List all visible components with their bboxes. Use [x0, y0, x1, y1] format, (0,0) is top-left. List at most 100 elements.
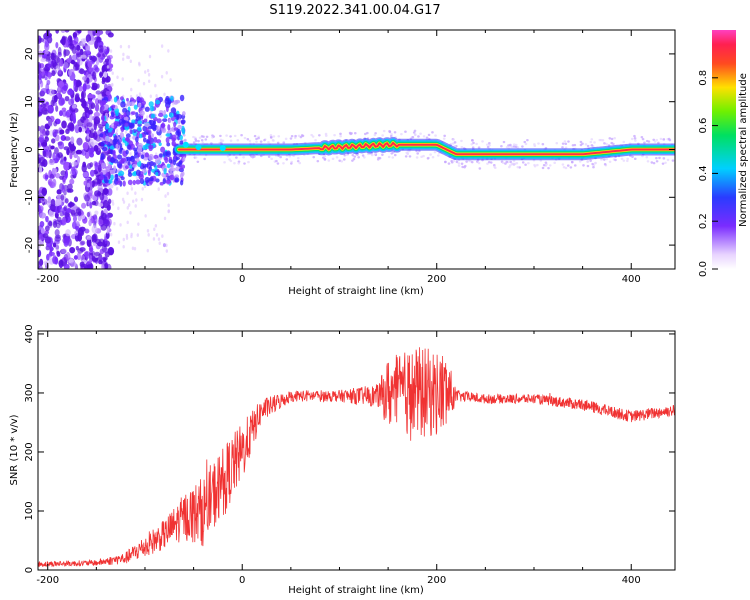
spectrogram-cell — [63, 263, 70, 269]
spectrogram-cell — [586, 144, 590, 148]
spectrogram-cell — [94, 105, 99, 112]
spectrogram-cell — [45, 215, 49, 223]
spectrogram-cell — [47, 196, 52, 204]
spectrogram-cell — [408, 155, 412, 158]
spectrogram-cell — [163, 216, 167, 221]
spectrogram-cell — [478, 167, 482, 170]
spectrogram-cell — [169, 78, 172, 82]
spectrogram-cell — [46, 79, 51, 86]
spectrogram-cell — [125, 165, 129, 169]
spectrogram-cell — [335, 156, 339, 159]
spectrogram-cell — [272, 135, 276, 138]
spectrogram-cell — [127, 179, 133, 186]
spectrogram-cell — [233, 134, 237, 138]
spectrogram-cell — [118, 119, 124, 126]
spectrogram-cell — [87, 93, 94, 99]
spectrogram-cell — [40, 57, 47, 63]
spectrogram-cell — [173, 121, 177, 128]
spectrogram-cell — [524, 163, 527, 166]
spectrogram-cell — [107, 179, 113, 184]
spectrogram-cell — [49, 159, 55, 166]
spectrogram-cell — [43, 145, 49, 153]
spectrogram-cell — [101, 243, 107, 253]
spectrogram-cell — [229, 139, 233, 142]
spectrogram-cell — [123, 116, 129, 121]
spectrogram-cell — [155, 171, 159, 176]
spectrogram-cell — [117, 206, 120, 211]
spectrogram-cell — [144, 106, 150, 112]
spectrogram-cell — [84, 106, 90, 113]
spectrogram-cell — [146, 229, 150, 233]
spectrogram-cell — [111, 129, 115, 136]
spectrogram-cell — [109, 49, 113, 53]
spectrogram-cell — [126, 144, 131, 150]
spectrogram-cell — [166, 142, 171, 147]
spectrogram-cell — [275, 159, 278, 163]
spectrogram-cell — [63, 49, 70, 56]
spectrogram-cell — [42, 233, 49, 239]
spectrogram-cell — [75, 80, 82, 87]
spectrogram-cell — [310, 133, 313, 137]
spectrogram-cell — [73, 36, 79, 44]
spectrogram-cell — [148, 177, 154, 182]
spectrogram-cell — [279, 155, 282, 159]
spectrogram-cell — [240, 133, 243, 137]
spectrogram-cell — [71, 221, 77, 230]
spectrogram-cell — [511, 162, 515, 165]
spectrogram-cell — [659, 137, 663, 141]
spectrogram-cell — [242, 156, 245, 159]
x-tick-label: 400 — [622, 274, 641, 285]
spectrogram-cell — [452, 159, 456, 163]
spectrogram-cell — [608, 137, 612, 140]
spectrogram-cell — [106, 230, 109, 234]
spectrogram-cell — [63, 146, 70, 151]
spectrogram-cell — [42, 150, 47, 158]
spectrogram-cell — [463, 166, 466, 169]
spectrogram-cell — [59, 129, 65, 135]
spectrogram-cell — [276, 162, 280, 165]
spectrogram-cell — [40, 103, 47, 108]
spectrogram-cell — [666, 158, 670, 162]
spectrogram-cell — [77, 248, 84, 254]
spectrogram-cell — [509, 143, 512, 147]
spectrogram-cell — [413, 129, 417, 132]
spectrogram-cell — [79, 68, 85, 75]
spectrogram-cell — [125, 236, 129, 240]
spectrogram-cell — [61, 86, 67, 95]
spectrogram-cell — [590, 144, 594, 147]
spectrogram-cell — [38, 265, 43, 269]
spectrogram-cell — [126, 206, 129, 210]
spectrogram-cell — [99, 127, 104, 132]
spectrogram-cell — [43, 66, 50, 73]
spectrogram-cell — [147, 79, 151, 84]
spectrogram-cell — [46, 253, 50, 261]
spectrogram-cell — [59, 175, 64, 180]
spectrogram-cell — [39, 258, 44, 267]
spectrogram-cell — [68, 202, 75, 207]
spectrogram-cell — [149, 137, 154, 145]
spectrogram-cell — [509, 160, 512, 164]
spectrogram-cell — [108, 107, 112, 112]
spectrogram-cell — [390, 133, 393, 136]
spectrogram-cell — [50, 145, 55, 150]
spectrogram-cell — [370, 153, 374, 157]
y-tick-label: 200 — [24, 442, 35, 461]
x-tick-label: -200 — [36, 575, 59, 586]
spectrogram-cell — [93, 145, 99, 152]
colorbar-tick-label: 0.0 — [698, 261, 709, 277]
spectrogram-cell — [38, 140, 42, 148]
spectrogram-cell — [567, 140, 570, 143]
spectrogram-cell — [39, 98, 45, 104]
spectrogram-cell — [51, 138, 56, 144]
spectrogram-cell — [177, 124, 183, 130]
spectrogram-cell — [353, 132, 357, 135]
spectrogram-cell — [139, 110, 145, 116]
y-tick-label: 100 — [24, 501, 35, 520]
spectrogram-cell — [51, 70, 56, 77]
spectrogram-cell — [42, 142, 48, 147]
x-tick-label: 0 — [239, 575, 245, 586]
spectrogram-cell — [114, 173, 119, 181]
spectrogram-cell — [160, 74, 164, 79]
spectrogram-cell — [44, 50, 49, 55]
